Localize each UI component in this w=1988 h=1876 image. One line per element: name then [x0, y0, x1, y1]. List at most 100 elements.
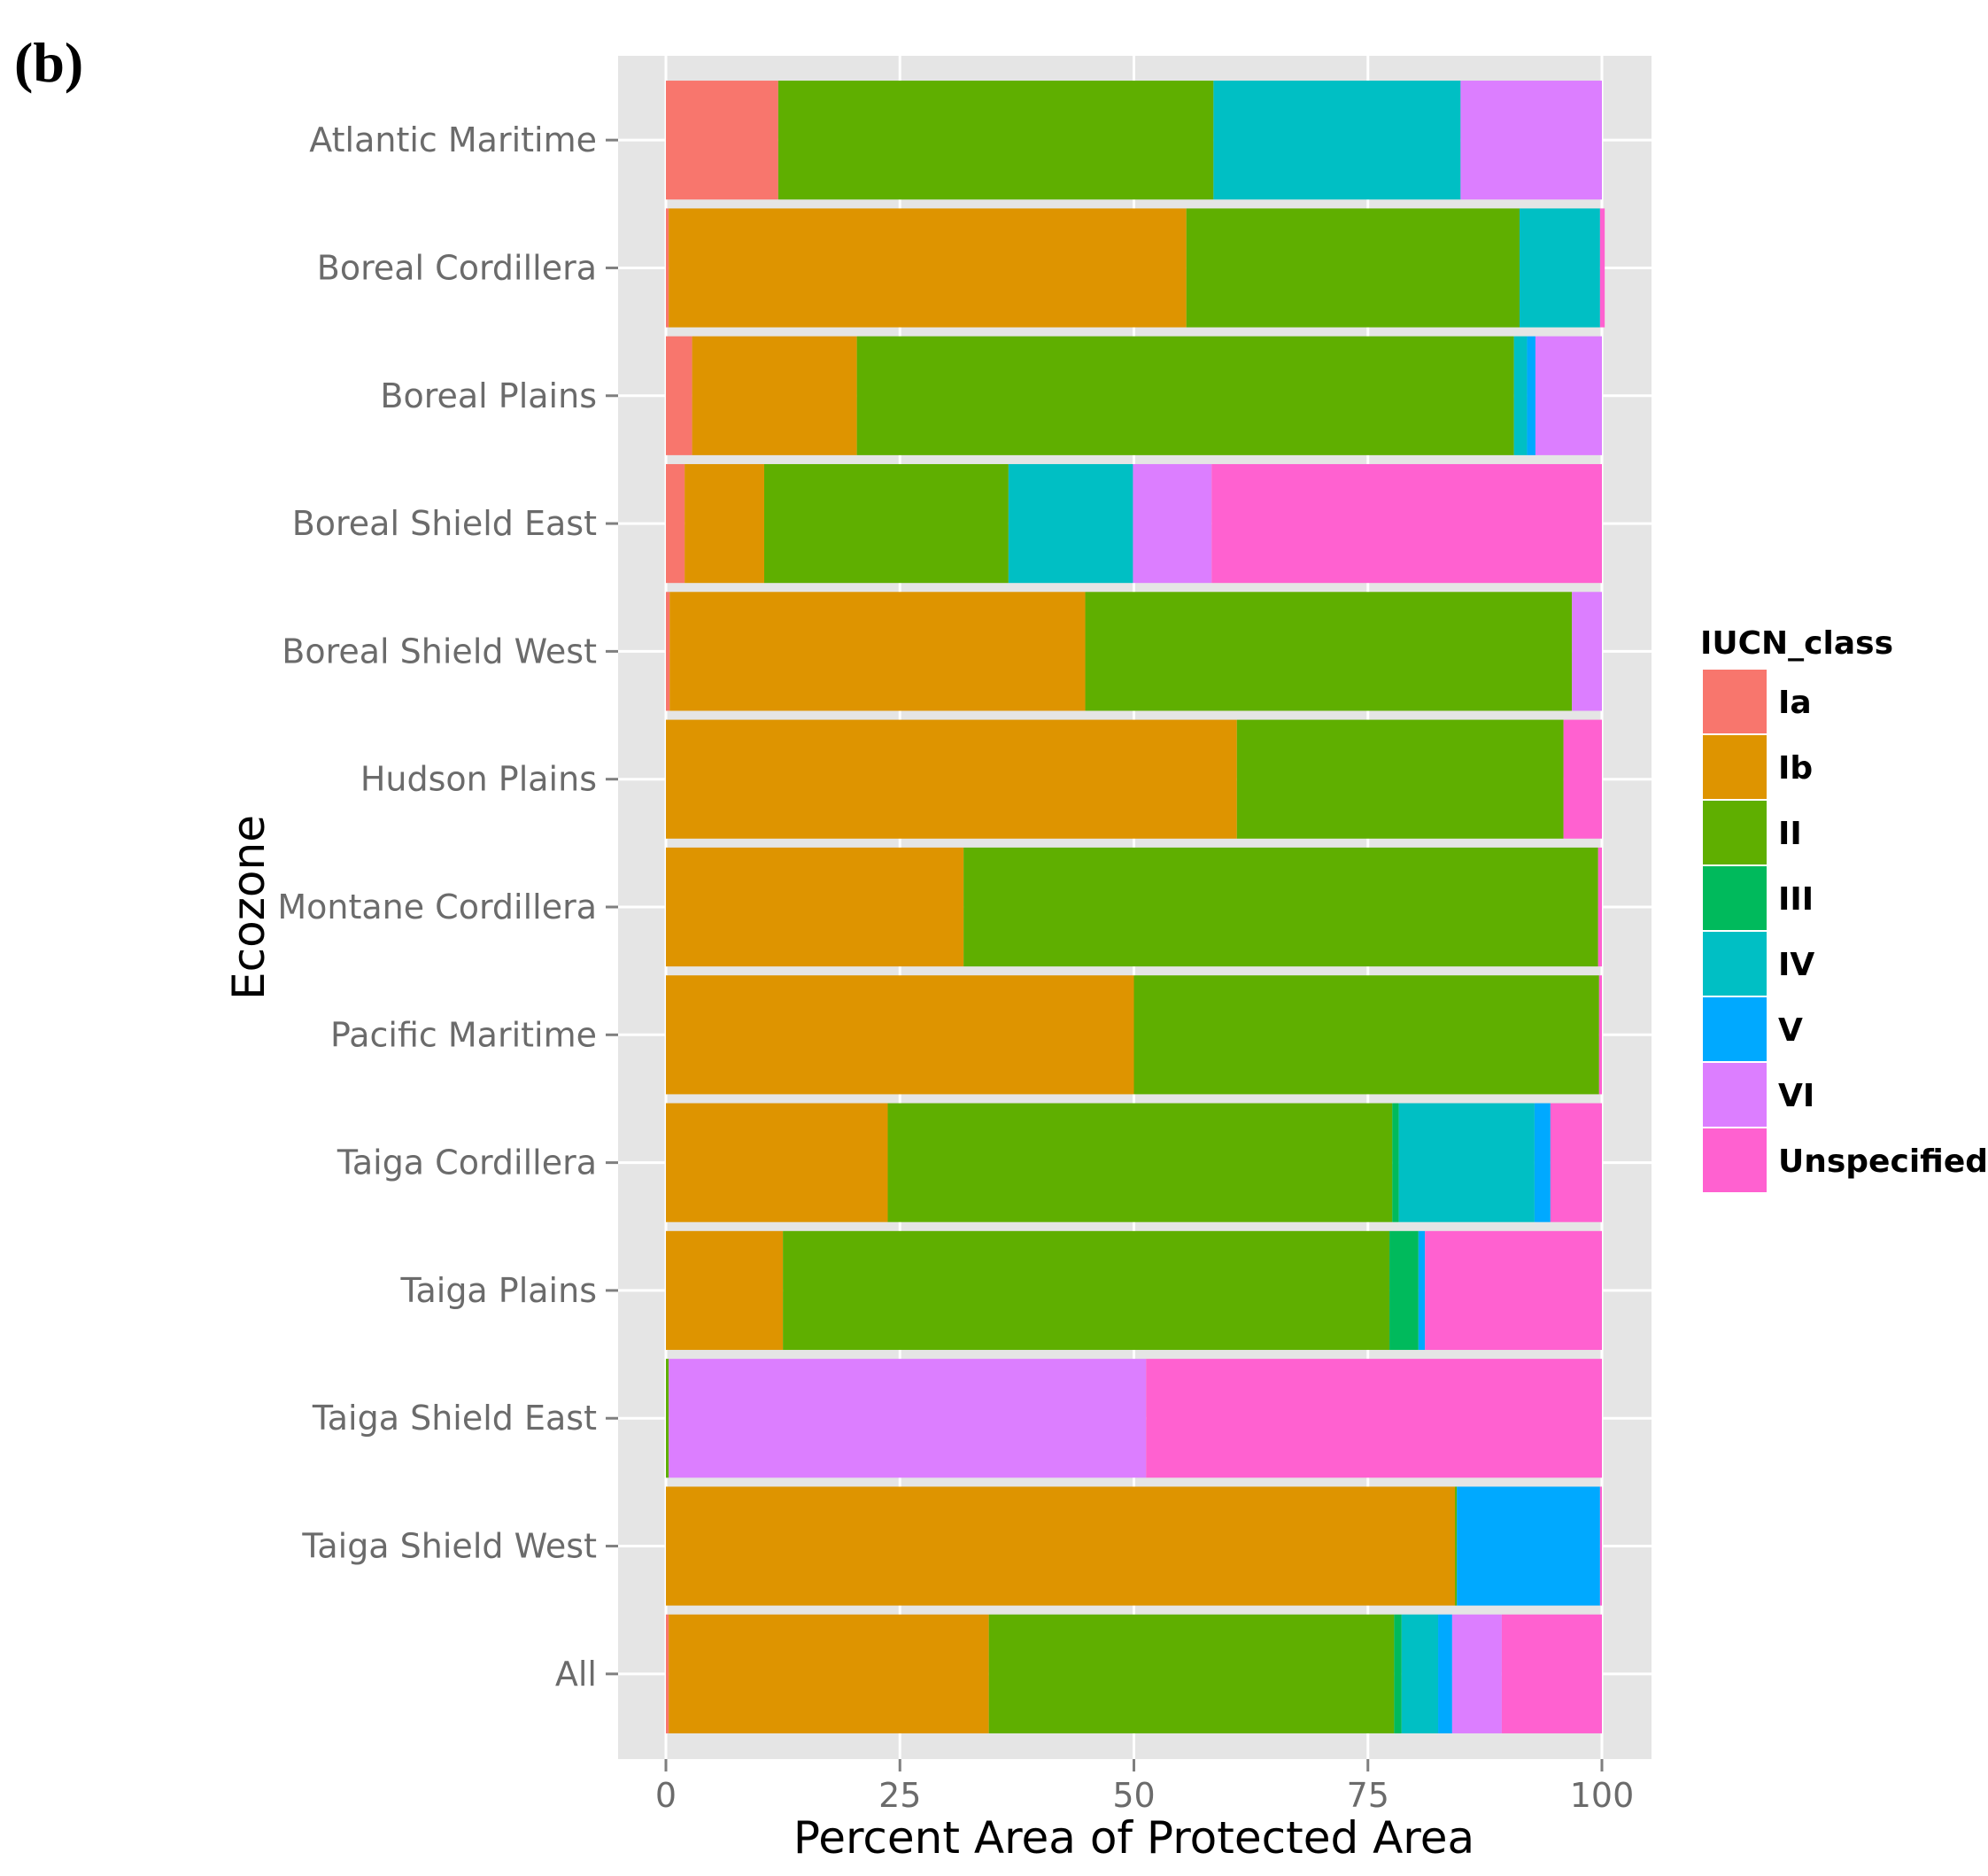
- bar-segment: [1598, 975, 1602, 1095]
- panel-label: (b): [14, 31, 83, 94]
- y-tick-label: Boreal Plains: [380, 376, 597, 415]
- bar-segment: [666, 1486, 1456, 1606]
- bar-segment: [1527, 336, 1535, 455]
- legend-label: Ia: [1778, 685, 1812, 721]
- bar-segment: [1389, 1230, 1419, 1351]
- legend-key: [1701, 799, 1768, 866]
- bar-segment: [1401, 1614, 1439, 1733]
- x-axis-title: Percent Area of Protected Area: [793, 1812, 1474, 1864]
- legend-label: VI: [1778, 1078, 1814, 1114]
- x-tick-label: 25: [878, 1776, 921, 1815]
- bar-segment: [666, 592, 670, 711]
- legend-title: IUCN_class: [1700, 625, 1893, 662]
- bar-segment: [692, 336, 857, 455]
- bar-segment: [1599, 208, 1605, 328]
- bar-segment: [1550, 1103, 1602, 1222]
- bar-segment: [1186, 208, 1520, 328]
- y-tick-label: Pacific Maritime: [330, 1015, 597, 1054]
- bar-segment: [666, 81, 778, 200]
- x-tick-label: 100: [1570, 1776, 1635, 1815]
- legend-label: Unspecified: [1778, 1143, 1988, 1180]
- y-tick-label: Taiga Plains: [400, 1271, 597, 1310]
- bar-segment: [1597, 847, 1602, 967]
- bar-segment: [666, 1103, 888, 1222]
- bar-segment: [988, 1614, 1395, 1733]
- bars: [666, 81, 1605, 1733]
- legend-key: [1701, 996, 1768, 1063]
- bar-segment: [1392, 1103, 1399, 1222]
- bar-segment: [1085, 592, 1573, 711]
- bar-segment: [1451, 1614, 1502, 1733]
- x-tick-label: 50: [1112, 1776, 1155, 1815]
- y-tick-label: Taiga Shield East: [312, 1399, 597, 1438]
- bar-segment: [666, 975, 1134, 1095]
- bar-segment: [1133, 463, 1212, 584]
- x-axis: 0 25 50 75 100: [655, 1759, 1634, 1815]
- legend-key: [1701, 1061, 1768, 1128]
- y-tick-label: Montane Cordillera: [277, 888, 597, 926]
- bar-segment: [1213, 81, 1461, 200]
- bar-segment: [1501, 1614, 1602, 1733]
- bar-segment: [1563, 719, 1602, 839]
- bar-segment: [666, 336, 692, 455]
- bar-segment: [1460, 81, 1602, 200]
- bar-segment: [1519, 208, 1600, 328]
- y-tick-label: Taiga Shield West: [301, 1527, 597, 1566]
- bar-segment: [1008, 463, 1133, 584]
- legend-label: V: [1778, 1012, 1803, 1049]
- bar-segment: [1457, 1486, 1600, 1606]
- bar-segment: [666, 1359, 669, 1478]
- bar-segment: [1418, 1230, 1426, 1351]
- bar-segment: [777, 81, 1214, 200]
- bar-segment: [1534, 1103, 1551, 1222]
- bar-segment: [669, 1614, 989, 1733]
- bar-segment: [1513, 336, 1528, 455]
- y-tick-label: Boreal Shield West: [282, 632, 597, 671]
- x-tick-label: 0: [655, 1776, 677, 1815]
- bar-segment: [666, 1614, 669, 1733]
- bar-segment: [666, 719, 1237, 839]
- legend-key: [1701, 1127, 1768, 1194]
- y-tick-label: Boreal Shield East: [292, 504, 597, 543]
- bar-segment: [685, 463, 764, 584]
- bar-segment: [1146, 1359, 1602, 1478]
- bar-segment: [856, 336, 1514, 455]
- legend-key: [1701, 864, 1768, 932]
- bar-segment: [669, 592, 1086, 711]
- legend-label: II: [1778, 816, 1802, 852]
- bar-segment: [1425, 1230, 1602, 1351]
- legend-label: III: [1778, 881, 1814, 918]
- bar-segment: [666, 847, 964, 967]
- legend-label: Ib: [1778, 750, 1813, 787]
- y-axis: Atlantic Maritime Boreal Cordillera Boreal…: [277, 120, 618, 1694]
- bar-segment: [669, 208, 1187, 328]
- bar-segment: [1398, 1103, 1535, 1222]
- bar-segment: [1455, 1486, 1458, 1606]
- bar-segment: [1535, 336, 1602, 455]
- legend-key: [1701, 668, 1768, 735]
- bar-segment: [763, 463, 1009, 584]
- bar-segment: [1133, 975, 1599, 1095]
- legend-label: IV: [1778, 947, 1814, 983]
- bar-segment: [666, 1230, 784, 1351]
- y-axis-title: Ecozone: [223, 815, 275, 1000]
- bar-segment: [1236, 719, 1564, 839]
- legend-key: [1701, 930, 1768, 997]
- bar-segment: [1438, 1614, 1452, 1733]
- bar-segment: [783, 1230, 1390, 1351]
- y-tick-label: Hudson Plains: [360, 760, 597, 799]
- bar-segment: [666, 463, 685, 584]
- y-tick-label: Atlantic Maritime: [309, 120, 597, 159]
- bar-segment: [1572, 592, 1602, 711]
- bar-segment: [669, 1359, 1147, 1478]
- bar-segment: [887, 1103, 1393, 1222]
- bar-segment: [1394, 1614, 1402, 1733]
- y-tick-label: Boreal Cordillera: [317, 248, 597, 287]
- bar-segment: [666, 208, 669, 328]
- bar-segment: [1211, 463, 1602, 584]
- legend-key: [1701, 733, 1768, 801]
- y-tick-label: All: [555, 1655, 597, 1694]
- bar-segment: [1599, 1486, 1602, 1606]
